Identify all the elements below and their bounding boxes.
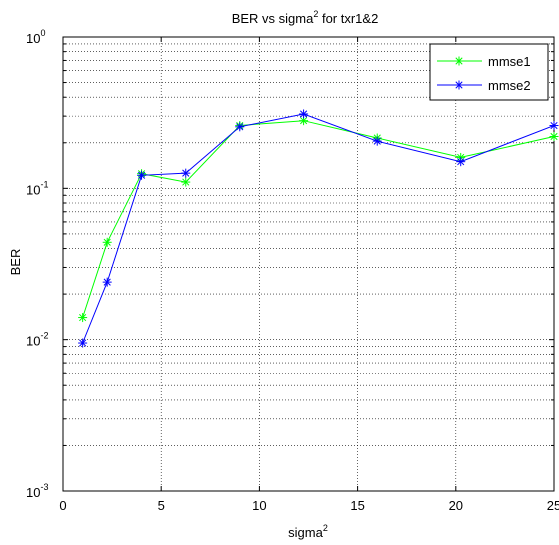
data-point: [549, 132, 559, 142]
data-point: [372, 136, 382, 146]
data-series: [78, 109, 559, 348]
x-tick-labels: 0 5 10 15 20 25: [59, 498, 559, 513]
data-point: [137, 170, 147, 180]
y-axis-label: BER: [8, 249, 23, 276]
y-tick-label: 10-1: [26, 179, 48, 197]
x-tick-label: 10: [252, 498, 266, 513]
legend-label-mmse2: mmse2: [488, 78, 531, 93]
data-point: [181, 177, 191, 187]
x-tick-label: 0: [59, 498, 66, 513]
data-point: [78, 338, 88, 348]
legend-label-mmse1: mmse1: [488, 54, 531, 69]
y-tick-label: 10-2: [26, 331, 48, 349]
legend-box: [429, 43, 549, 101]
plot-area-frame: [62, 36, 555, 492]
y-tick-label: 100: [26, 28, 45, 46]
data-point: [549, 121, 559, 131]
x-tick-label: 15: [350, 498, 364, 513]
data-point: [181, 168, 191, 178]
data-point: [456, 157, 466, 167]
axis-ticks: [62, 37, 555, 492]
data-point: [235, 122, 245, 132]
x-axis-label: sigma2: [288, 523, 328, 540]
series-line-mmse2: [82, 113, 555, 344]
chart-title: BER vs sigma2 for txr1&2: [232, 9, 379, 26]
x-tick-label: 20: [449, 498, 463, 513]
data-point: [102, 237, 112, 247]
data-point: [102, 277, 112, 287]
legend: mmse1 mmse2: [429, 43, 549, 101]
data-point: [454, 56, 464, 66]
y-tick-labels: 10-3 10-2 10-1 100: [26, 28, 48, 500]
x-tick-label: 5: [158, 498, 165, 513]
data-point: [78, 313, 88, 323]
y-tick-label: 10-3: [26, 482, 48, 500]
data-point: [454, 80, 464, 90]
grid-lines: [63, 37, 554, 491]
series-line-mmse1: [82, 120, 555, 318]
data-point: [299, 109, 309, 119]
x-tick-label: 25: [547, 498, 559, 513]
